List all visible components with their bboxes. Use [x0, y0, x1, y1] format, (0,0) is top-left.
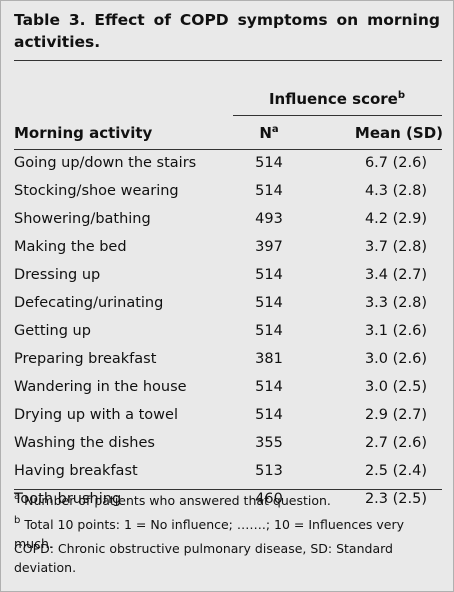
footnote-text: COPD: Chronic obstructive pulmonary dise… [14, 541, 393, 575]
group-header-text: Influence score [268, 90, 398, 108]
mean-cell: 2.5 (2.4) [364, 463, 427, 479]
column-header: Na [229, 124, 309, 142]
group-header: Influence scoreb [231, 90, 443, 108]
n-cell: 514 [255, 155, 283, 171]
n-cell: 513 [255, 463, 283, 479]
superscript: b [397, 90, 406, 101]
column-header-text: Morning activity [14, 124, 153, 142]
mean-cell: 3.7 (2.8) [364, 239, 427, 255]
column-header-text: N [259, 124, 272, 142]
mean-cell: 3.1 (2.6) [364, 323, 427, 339]
activity-cell: Going up/down the stairs [14, 155, 197, 171]
rule [14, 149, 442, 150]
n-cell: 514 [255, 183, 283, 199]
activity-cell: Defecating/urinating [14, 295, 164, 311]
rule [14, 60, 442, 61]
superscript: a [271, 124, 279, 135]
n-cell: 514 [255, 323, 283, 339]
mean-cell: 4.2 (2.9) [364, 211, 427, 227]
n-cell: 397 [255, 239, 283, 255]
activity-cell: Tooth brushing [14, 491, 122, 507]
mean-cell: 2.3 (2.5) [364, 491, 427, 507]
n-cell: 514 [255, 379, 283, 395]
activity-cell: Washing the dishes [14, 435, 155, 451]
superscript: b [14, 515, 21, 526]
mean-cell: 2.7 (2.6) [364, 435, 427, 451]
n-cell: 514 [255, 295, 283, 311]
rule [14, 489, 442, 490]
mean-cell: 3.4 (2.7) [364, 267, 427, 283]
activity-cell: Stocking/shoe wearing [14, 183, 179, 199]
activity-cell: Getting up [14, 323, 91, 339]
activity-cell: Dressing up [14, 267, 101, 283]
n-cell: 514 [255, 267, 283, 283]
activity-cell: Showering/bathing [14, 211, 151, 227]
n-cell: 355 [255, 435, 283, 451]
footnote-text: Total 10 points: 1 = No influence; …….; … [14, 517, 405, 551]
activity-cell: Wandering in the house [14, 379, 187, 395]
superscript: a [14, 491, 21, 502]
mean-cell: 3.3 (2.8) [364, 295, 427, 311]
mean-cell: 2.9 (2.7) [364, 407, 427, 423]
mean-cell: 4.3 (2.8) [364, 183, 427, 199]
column-header: Mean (SD) [331, 124, 443, 142]
footnote: COPD: Chronic obstructive pulmonary dise… [14, 539, 442, 577]
mean-cell: 6.7 (2.6) [364, 155, 427, 171]
footnote: a Number of patients who answered that q… [14, 491, 442, 510]
table-title: Table 3. Effect of COPD symptoms on morn… [14, 11, 440, 51]
footnote: b Total 10 points: 1 = No influence; …….… [14, 515, 442, 553]
column-header: Morning activity [14, 124, 152, 142]
mean-cell: 3.0 (2.5) [364, 379, 427, 395]
column-header-text: Mean (SD) [354, 124, 443, 142]
n-cell: 460 [255, 491, 283, 507]
activity-cell: Preparing breakfast [14, 351, 157, 367]
n-cell: 493 [255, 211, 283, 227]
activity-cell: Making the bed [14, 239, 127, 255]
footnote-text: Number of patients who answered that que… [24, 493, 331, 508]
n-cell: 514 [255, 407, 283, 423]
rule [233, 115, 442, 116]
mean-cell: 3.0 (2.6) [364, 351, 427, 367]
n-cell: 381 [255, 351, 283, 367]
activity-cell: Having breakfast [14, 463, 138, 479]
activity-cell: Drying up with a towel [14, 407, 178, 423]
